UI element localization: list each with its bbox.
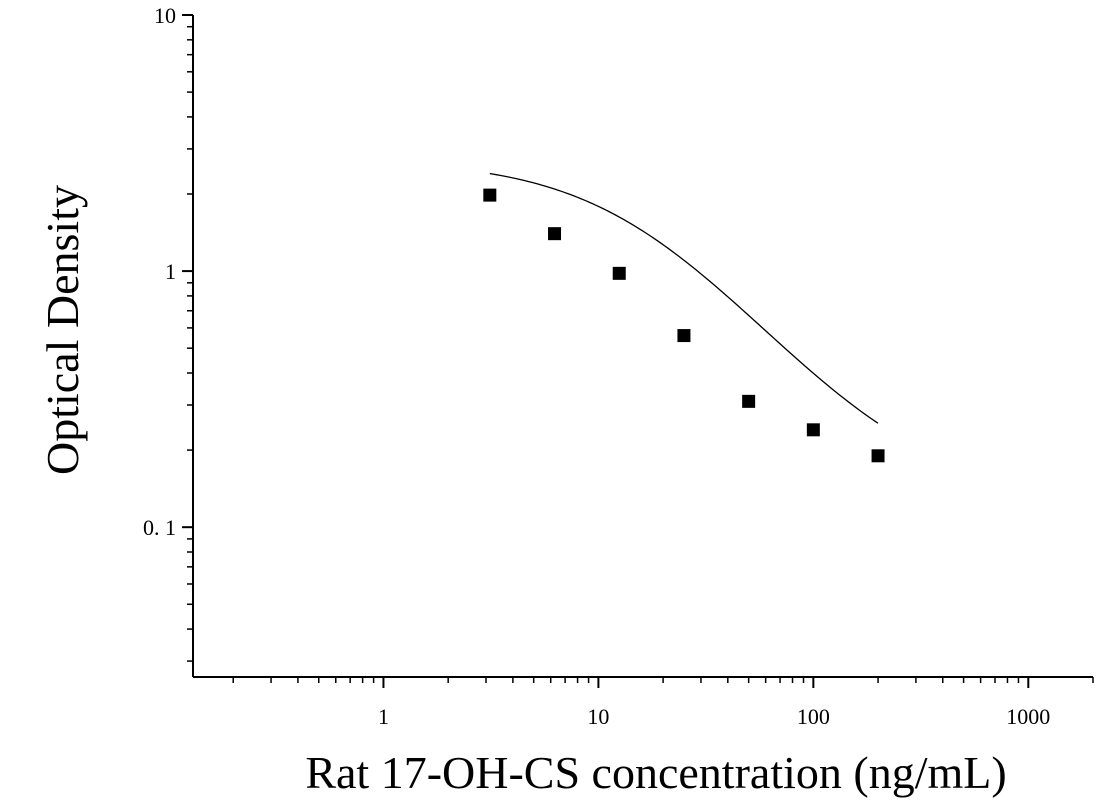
data-point	[548, 227, 562, 241]
x-tick-label: 100	[797, 704, 830, 729]
y-tick-label: 0. 1	[143, 515, 176, 540]
data-point	[677, 329, 691, 343]
data-point	[612, 266, 626, 280]
data-points	[483, 188, 885, 463]
ticks: 1 10 100 1000 0. 1 1 10	[143, 3, 1094, 729]
y-axis-title: Optical Density	[37, 185, 88, 475]
x-tick-label: 1000	[1006, 704, 1050, 729]
axes	[192, 15, 1093, 678]
data-point	[871, 449, 885, 463]
x-tick-label: 10	[587, 704, 609, 729]
fit-curve	[489, 172, 879, 424]
y-tick-label: 10	[154, 3, 176, 28]
data-point	[483, 188, 497, 202]
y-tick-label: 1	[165, 259, 176, 284]
fit-curve-layer	[489, 172, 879, 424]
x-tick-label: 1	[378, 704, 389, 729]
data-point	[806, 423, 820, 437]
data-point	[742, 394, 756, 408]
x-axis-title: Rat 17-OH-CS concentration (ng/mL)	[305, 747, 1006, 798]
